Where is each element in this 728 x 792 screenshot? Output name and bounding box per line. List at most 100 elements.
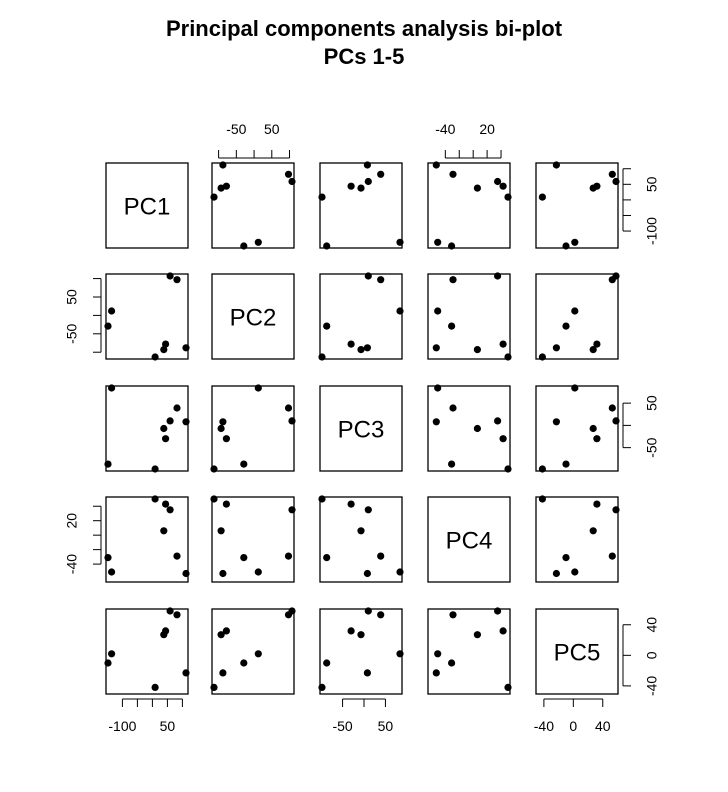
- data-point-6: [217, 631, 225, 639]
- data-point-5: [323, 659, 331, 667]
- data-point-1: [173, 404, 181, 412]
- data-point-8: [162, 340, 170, 348]
- tick-label: 50: [378, 718, 394, 734]
- panel-pc2-pc3: [318, 272, 404, 361]
- data-point-4: [571, 238, 579, 246]
- data-point-5: [104, 554, 112, 562]
- panel-frame: [427, 385, 511, 472]
- panel-frame: [427, 496, 511, 583]
- data-point-3: [538, 193, 547, 201]
- tick-label: -50: [64, 323, 80, 343]
- data-point-7: [288, 417, 296, 425]
- data-point-3: [504, 683, 512, 692]
- data-point-4: [571, 568, 579, 576]
- tick-label: 50: [644, 176, 660, 192]
- data-point-8: [162, 627, 170, 635]
- data-point-8: [162, 500, 170, 508]
- data-point-1: [449, 276, 457, 284]
- data-point-5: [323, 554, 331, 562]
- panel-pc1-pc2: [210, 161, 296, 250]
- data-point-4: [434, 238, 442, 246]
- data-point-5: [104, 460, 112, 468]
- data-point-2: [363, 569, 371, 578]
- panel-pc5-pc3: [318, 607, 404, 695]
- data-point-7: [612, 506, 620, 514]
- panel-frame: [319, 608, 403, 695]
- data-point-8: [222, 500, 230, 508]
- data-point-4: [108, 307, 116, 315]
- panel-frame: [535, 162, 619, 249]
- data-point-6: [589, 346, 597, 354]
- data-point-8: [222, 182, 230, 190]
- panel-frame: [427, 608, 511, 695]
- data-point-5: [448, 242, 456, 250]
- axis-x-pc2: -50 50: [218, 121, 291, 159]
- data-point-8: [593, 182, 601, 190]
- data-point-7: [494, 272, 502, 280]
- data-point-5: [323, 322, 331, 330]
- tick-label: -40: [534, 718, 554, 734]
- data-point-7: [166, 417, 174, 425]
- panel-pc3-pc4: [427, 384, 512, 473]
- tick-label: -40: [64, 554, 80, 574]
- chart-title: Principal components analysis bi-plot: [166, 16, 563, 41]
- data-point-5: [240, 460, 248, 468]
- data-point-3: [318, 683, 326, 692]
- data-point-3: [538, 465, 547, 473]
- data-point-3: [210, 683, 218, 692]
- diagonal-label-pc2: PC2: [230, 305, 277, 332]
- data-point-6: [357, 184, 365, 192]
- data-point-6: [473, 184, 481, 192]
- data-point-6: [473, 631, 481, 639]
- panel-frame: [211, 385, 295, 472]
- data-point-3: [504, 465, 512, 473]
- axis-y-pc1: -100 50: [622, 168, 660, 245]
- data-point-5: [562, 322, 570, 330]
- panel-frame: [105, 273, 189, 360]
- panel-pc4-pc1: [104, 495, 190, 583]
- diagonal-label-pc1: PC1: [124, 194, 171, 221]
- data-point-6: [589, 424, 597, 433]
- data-point-5: [448, 460, 456, 468]
- data-point-5: [240, 659, 248, 667]
- data-point-4: [434, 384, 442, 392]
- data-point-4: [396, 307, 404, 315]
- data-point-4: [396, 238, 404, 246]
- data-point-1: [449, 611, 457, 619]
- panel-frame: [535, 608, 619, 695]
- data-point-2: [432, 344, 440, 352]
- data-point-8: [222, 627, 230, 635]
- panel-pc3-pc3: PC3: [319, 385, 403, 472]
- data-point-2: [182, 344, 190, 352]
- tick-label: -100: [644, 217, 660, 245]
- data-point-4: [254, 568, 262, 576]
- data-point-2: [432, 161, 440, 169]
- data-point-7: [494, 607, 502, 615]
- data-point-8: [347, 627, 355, 635]
- panel-pc4-pc4: PC4: [427, 496, 511, 583]
- axis-y-pc4: -40 20: [64, 505, 102, 574]
- data-point-3: [538, 495, 547, 503]
- data-point-3: [151, 353, 159, 361]
- panel-pc4-pc2: [210, 495, 296, 583]
- data-point-3: [151, 683, 159, 692]
- diagonal-label-pc4: PC4: [446, 528, 493, 555]
- data-point-5: [104, 659, 112, 667]
- data-point-7: [288, 607, 296, 615]
- data-point-8: [593, 340, 601, 348]
- panel-pc1-pc1: PC1: [105, 162, 189, 249]
- data-point-4: [108, 650, 116, 658]
- panel-pc4-pc5: [535, 495, 620, 583]
- tick-label: 50: [64, 289, 80, 305]
- data-point-1: [608, 170, 616, 178]
- data-point-3: [318, 193, 326, 201]
- data-point-5: [323, 242, 331, 250]
- tick-label: 40: [644, 617, 660, 633]
- data-point-5: [562, 554, 570, 562]
- data-point-6: [217, 424, 225, 433]
- data-point-6: [357, 346, 365, 354]
- data-point-3: [504, 353, 512, 361]
- data-point-7: [612, 417, 620, 425]
- tick-label: -50: [644, 437, 660, 457]
- data-point-4: [254, 238, 262, 246]
